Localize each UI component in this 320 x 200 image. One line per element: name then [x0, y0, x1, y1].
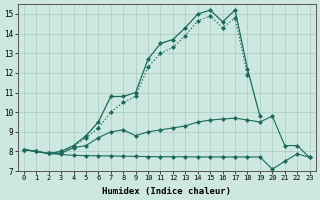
X-axis label: Humidex (Indice chaleur): Humidex (Indice chaleur)	[102, 187, 231, 196]
